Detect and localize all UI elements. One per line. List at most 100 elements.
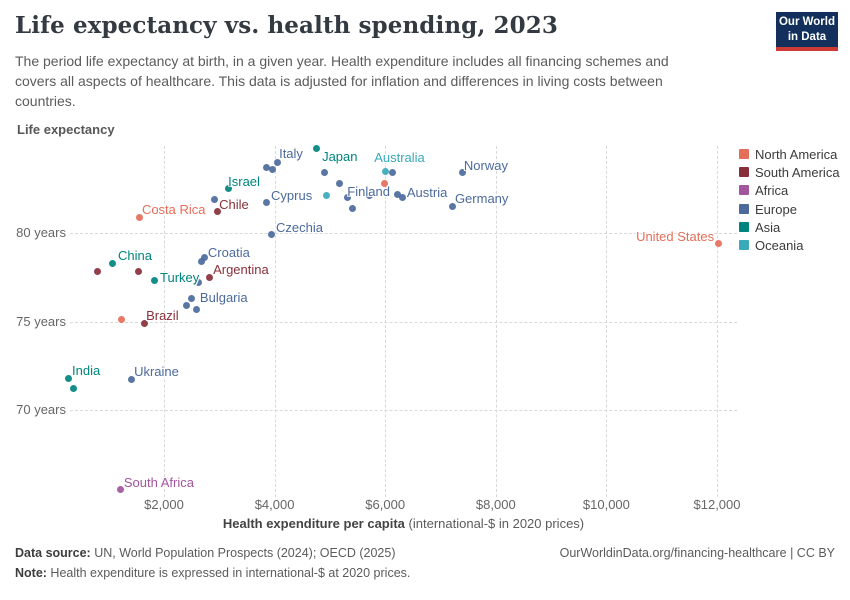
data-point-brazil[interactable] (140, 319, 148, 327)
data-point-japan[interactable] (312, 144, 320, 152)
y-tick-label-70: 70 years (16, 402, 66, 417)
data-point-austria[interactable] (399, 194, 407, 202)
country-label-ukraine: Ukraine (134, 363, 179, 379)
data-point-europe-point[interactable] (210, 195, 218, 203)
country-label-argentina: Argentina (213, 262, 269, 278)
footer-note-label: Note: (15, 566, 47, 580)
country-label-croatia: Croatia (207, 244, 250, 260)
country-label-australia: Australia (374, 150, 425, 166)
y-tick-label-80: 80 years (16, 225, 66, 240)
data-point-europe-point[interactable] (263, 164, 271, 171)
data-point-ukraine[interactable] (127, 376, 135, 384)
data-point-australia[interactable] (381, 167, 389, 175)
legend-swatch-oceania (739, 240, 749, 250)
legend-label-europe: Europe (755, 201, 797, 217)
legend-swatch-south-america (739, 167, 749, 178)
data-point-oceania-point[interactable] (322, 192, 330, 200)
country-label-italy: Italy (279, 146, 303, 162)
x-tick-label-12000: $12,000 (693, 497, 741, 512)
data-point-israel[interactable] (224, 185, 232, 193)
footer-note-text: Health expenditure is expressed in inter… (46, 566, 411, 580)
data-point-china[interactable] (108, 259, 116, 267)
country-label-united-states: United States (636, 228, 715, 244)
x-tick-label-2000: $2,000 (144, 497, 184, 512)
data-point-czechia[interactable] (267, 231, 275, 239)
footer-datasource-text: UN, World Population Prospects (2024); O… (90, 546, 396, 560)
data-point-europe-point[interactable] (197, 257, 205, 265)
data-point-south-africa[interactable] (117, 486, 125, 494)
y-gridline-75 (70, 321, 737, 323)
country-label-germany: Germany (454, 191, 509, 207)
data-point-europe-point[interactable] (344, 194, 352, 202)
data-point-asia-point[interactable] (70, 385, 78, 393)
country-label-turkey: Turkey (160, 269, 200, 285)
legend-swatch-europe (739, 203, 749, 214)
data-point-south-america-point[interactable] (134, 268, 142, 276)
country-label-israel: Israel (228, 173, 260, 189)
country-label-cyprus: Cyprus (271, 187, 313, 203)
country-label-chile: Chile (219, 196, 249, 212)
data-point-europe-point[interactable] (366, 192, 374, 200)
data-point-north-america-point[interactable] (380, 179, 388, 187)
data-point-norway[interactable] (459, 169, 467, 177)
footer-datasource-label: Data source: (15, 546, 91, 560)
legend-label-africa: Africa (755, 183, 789, 199)
country-label-czechia: Czechia (276, 219, 323, 235)
country-label-norway: Norway (463, 157, 508, 173)
x-axis-title-unit: (international-$ in 2020 prices) (404, 516, 585, 531)
data-point-europe-point[interactable] (268, 165, 276, 173)
x-axis-title: Health expenditure per capita (internati… (70, 516, 737, 531)
data-point-europe-point[interactable] (389, 169, 397, 177)
data-point-cyprus[interactable] (262, 199, 270, 207)
data-point-united-states[interactable] (714, 240, 722, 248)
country-label-japan: Japan (322, 149, 358, 165)
data-point-europe-point[interactable] (348, 204, 356, 212)
data-point-argentina[interactable] (205, 273, 213, 281)
data-point-europe-point[interactable] (194, 279, 202, 287)
country-label-china: China (118, 248, 152, 264)
owid-logo-line2: in Data (787, 30, 827, 43)
country-label-bulgaria: Bulgaria (199, 290, 248, 306)
data-point-south-america-point[interactable] (94, 268, 102, 276)
page-title: Life expectancy vs. health spending, 202… (15, 12, 558, 39)
data-point-turkey[interactable] (150, 277, 158, 285)
y-tick-label-75: 75 years (16, 313, 66, 329)
x-tick-label-4000: $4,000 (254, 497, 295, 512)
data-point-europe-point[interactable] (193, 305, 201, 313)
data-point-germany[interactable] (449, 202, 457, 210)
data-point-finland[interactable] (394, 190, 402, 198)
footer-datasource: Data source: UN, World Population Prospe… (15, 546, 396, 560)
x-tick-label-10000: $10,000 (582, 497, 630, 512)
y-axis-title: Life expectancy (17, 122, 115, 137)
x-axis-title-main: Health expenditure per capita (222, 516, 405, 531)
data-point-europe-point[interactable] (182, 302, 190, 310)
y-gridline-70 (70, 410, 737, 411)
legend-label-asia: Asia (755, 219, 781, 235)
legend-swatch-africa (739, 185, 749, 196)
data-point-north-america-point[interactable] (118, 316, 126, 324)
data-point-croatia[interactable] (201, 254, 209, 262)
country-label-india: India (72, 363, 101, 379)
legend-swatch-asia (739, 221, 749, 232)
data-point-europe-point[interactable] (321, 169, 329, 177)
legend-swatch-north-america (739, 149, 749, 159)
country-label-austria: Austria (406, 184, 448, 200)
footer-citation-link[interactable]: OurWorldinData.org/financing-healthcare … (559, 546, 835, 560)
data-point-europe-point[interactable] (335, 179, 343, 187)
legend-label-north-america: North America (755, 147, 838, 162)
data-point-bulgaria[interactable] (188, 294, 196, 302)
chart-subtitle: The period life expectancy at birth, in … (15, 53, 669, 109)
y-gridline-80 (70, 233, 737, 234)
country-label-finland: Finland (347, 184, 390, 200)
data-point-chile[interactable] (213, 208, 221, 216)
legend-label-south-america: South America (755, 165, 840, 181)
x-tick-label-6000: $6,000 (365, 497, 406, 512)
country-label-brazil: Brazil (146, 308, 179, 324)
data-point-italy[interactable] (273, 158, 281, 166)
legend-label-oceania: Oceania (755, 238, 804, 253)
data-point-india[interactable] (64, 374, 72, 382)
data-point-costa-rica[interactable] (136, 213, 144, 221)
owid-logo-line1: Our World (778, 16, 835, 29)
footer-note: Note: Health expenditure is expressed in… (15, 566, 410, 580)
owid-logo[interactable]: Our World in Data (776, 12, 838, 51)
